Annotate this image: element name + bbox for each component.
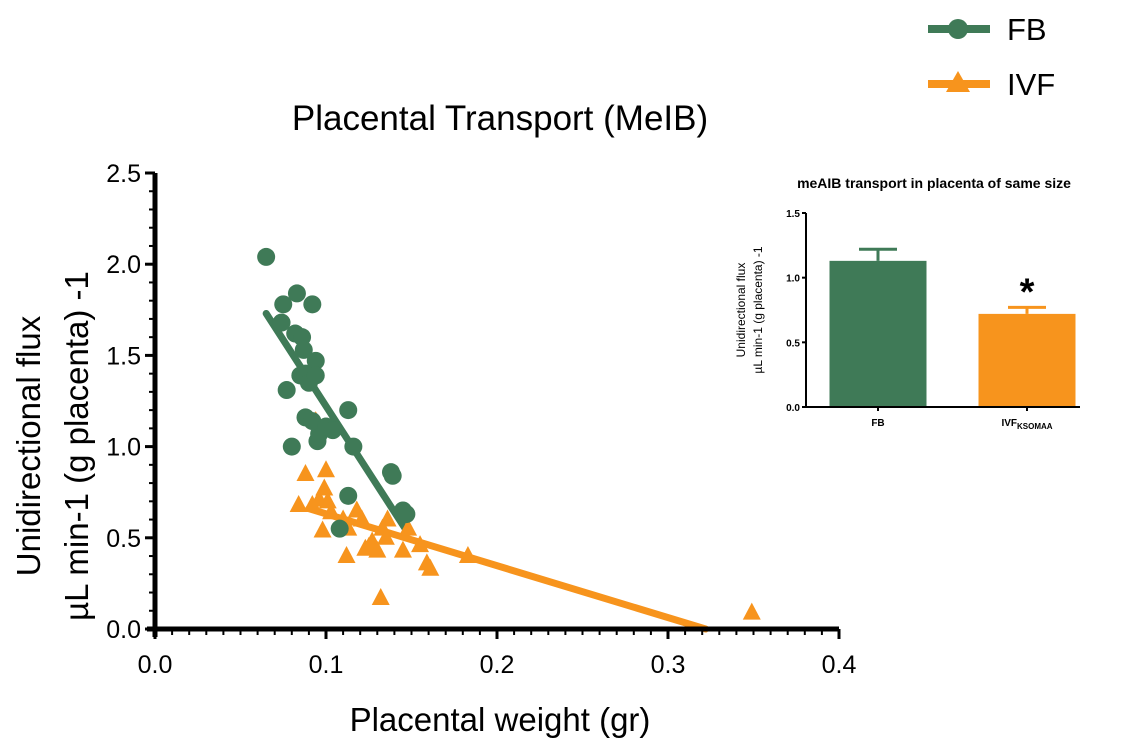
point-fb: [303, 295, 322, 314]
y-tick-label: 1.0: [106, 434, 141, 462]
x-tick-label: 0.0: [138, 651, 173, 679]
y-tick-label: 2.5: [106, 160, 141, 188]
point-fb: [306, 351, 325, 370]
point-fb: [282, 437, 301, 456]
inset-y-tick-label: 0.0: [786, 403, 800, 414]
point-ivf: [317, 460, 335, 478]
point-ivf: [296, 463, 315, 481]
point-fb: [294, 340, 313, 359]
fit-line-ivf: [305, 505, 710, 633]
point-ivf: [315, 478, 334, 496]
x-axis-label: Placental weight (gr): [350, 701, 651, 738]
inset-bar-ivf: [978, 313, 1076, 407]
inset-y-axis-label: Unidirectional flux µL min-1 (g placenta…: [734, 246, 765, 374]
point-fb: [339, 486, 358, 505]
point-fb: [303, 412, 322, 431]
legend-ivf-marker: [946, 71, 970, 92]
y-tick-label: 1.5: [106, 342, 141, 370]
inset-y-label-line1: Unidirectional flux: [734, 263, 748, 358]
legend: FB IVF: [928, 12, 1055, 102]
legend-ivf-label: IVF: [1007, 67, 1055, 102]
y-axis-label: Unidirectional flux µL min-1 (g placenta…: [10, 271, 95, 621]
point-fb: [323, 421, 342, 440]
point-fb: [306, 366, 325, 385]
inset-significance-star: *: [1020, 271, 1035, 313]
point-ivf: [371, 587, 390, 605]
inset-plot: FB IVFKSOMAA * 0.0 0.5 1.0 1.5: [786, 209, 1080, 431]
chart-title: Placental Transport (MeIB): [292, 99, 708, 138]
point-ivf: [313, 520, 332, 538]
legend-item-ivf: IVF: [928, 67, 1055, 102]
inset-y-tick-label: 0.5: [786, 338, 800, 349]
point-ivf: [337, 546, 356, 564]
inset-x-label: FB: [871, 418, 884, 429]
legend-fb-label: FB: [1007, 12, 1047, 47]
inset-y-tick-label: 1.5: [786, 209, 800, 220]
inset-y-tick-label: 1.0: [786, 274, 800, 285]
inset-title: meAIB transport in placenta of same size: [797, 175, 1071, 191]
inset-chart: meAIB transport in placenta of same size…: [734, 175, 1080, 431]
point-fb: [339, 401, 358, 420]
point-ivf: [411, 535, 430, 553]
point-ivf: [742, 602, 761, 620]
y-axis-label-line2: µL min-1 (g placenta) -1: [58, 271, 95, 621]
point-ivf: [458, 546, 477, 564]
point-fb: [272, 313, 291, 332]
inset-bar-fb: [829, 260, 927, 407]
point-ivf: [368, 540, 387, 558]
point-fb: [330, 519, 349, 538]
point-ivf: [376, 527, 395, 545]
x-tick-label: 0.3: [651, 651, 686, 679]
point-ivf: [322, 502, 341, 520]
x-tick-label: 0.2: [480, 651, 515, 679]
point-ivf: [421, 558, 440, 576]
inset-x-label: IVFKSOMAA: [1001, 418, 1052, 431]
point-fb: [397, 505, 416, 524]
inset-y-label-line2: µL min-1 (g placenta) -1: [751, 246, 765, 374]
y-axis-label-line1: Unidirectional flux: [10, 315, 47, 576]
x-tick-label: 0.4: [822, 651, 857, 679]
legend-fb-marker: [948, 19, 968, 39]
point-ivf: [318, 491, 337, 509]
point-ivf: [352, 509, 371, 527]
point-ivf: [378, 509, 397, 527]
point-fb: [344, 437, 363, 456]
y-tick-label: 2.0: [106, 251, 141, 279]
point-ivf: [289, 494, 308, 512]
point-ivf: [399, 518, 418, 536]
point-fb: [277, 381, 296, 400]
main-plot: 0.0 0.5 1.0 1.5 2.0 2.5 0.0 0.1 0.2 0.3 0.4: [106, 160, 856, 679]
point-fb: [383, 466, 402, 485]
point-fb: [274, 295, 293, 314]
point-fb: [257, 247, 276, 266]
y-tick-label: 0.5: [106, 525, 141, 553]
legend-item-fb: FB: [928, 12, 1047, 47]
x-tick-label: 0.1: [309, 651, 344, 679]
y-tick-label: 0.0: [106, 616, 141, 644]
point-ivf: [393, 540, 412, 558]
point-fb: [287, 284, 306, 303]
